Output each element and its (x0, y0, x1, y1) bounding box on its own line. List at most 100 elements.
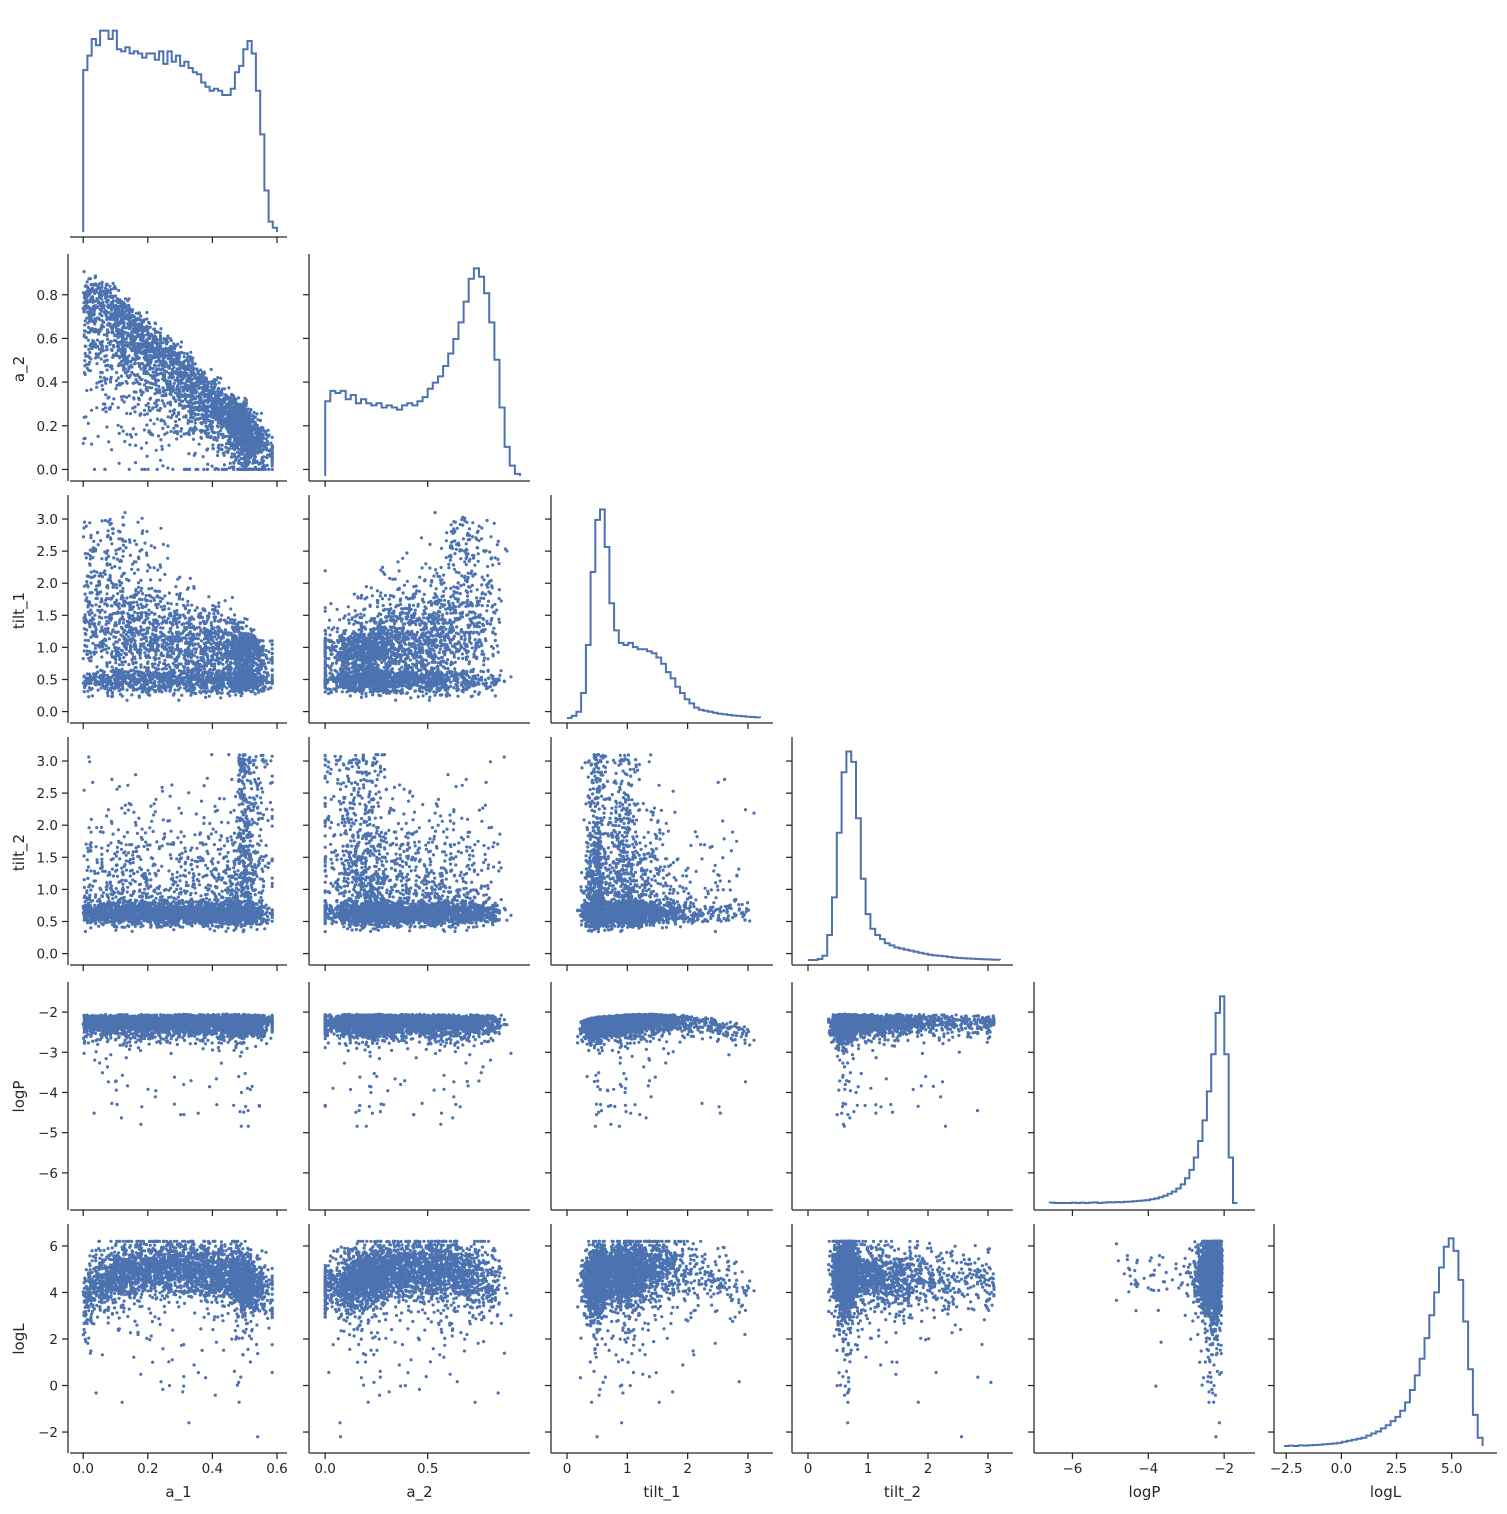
scatter-point (91, 308, 94, 311)
scatter-point (143, 383, 146, 386)
scatter-point (178, 353, 181, 356)
scatter-point (148, 679, 151, 682)
scatter-point (100, 357, 103, 360)
scatter-point (98, 302, 101, 305)
scatter-point (84, 415, 87, 418)
scatter-point (83, 296, 86, 299)
scatter-point (213, 438, 216, 441)
scatter-point (175, 368, 178, 371)
scatter-point (168, 591, 171, 594)
scatter-point (131, 322, 134, 325)
scatter-point (159, 407, 162, 410)
scatter-point (232, 426, 235, 429)
scatter-point (109, 324, 112, 327)
scatter-point (86, 280, 89, 283)
scatter-point (186, 400, 189, 403)
scatter-point (112, 282, 115, 285)
scatter-point (182, 415, 185, 418)
scatter-point (260, 439, 263, 442)
scatter-point (204, 405, 207, 408)
scatter-point (116, 324, 119, 327)
scatter-point (128, 394, 131, 397)
scatter-point (213, 386, 216, 389)
scatter-point (83, 333, 86, 336)
scatter-point (122, 631, 125, 634)
scatter-point (91, 339, 94, 342)
scatter-point (104, 610, 107, 613)
scatter-point (90, 571, 93, 574)
scatter-point (218, 381, 221, 384)
scatter-point (145, 333, 148, 336)
scatter-point (95, 588, 98, 591)
scatter-point (215, 406, 218, 409)
scatter-point (104, 295, 107, 298)
scatter-point (145, 350, 148, 353)
scatter-point (137, 557, 140, 560)
scatter-point (119, 329, 122, 332)
scatter-point (267, 434, 270, 437)
scatter-point (163, 433, 166, 436)
scatter-point (167, 351, 170, 354)
scatter-point (83, 323, 86, 326)
scatter-point (175, 415, 178, 418)
scatter-point (189, 577, 192, 580)
scatter-point (121, 663, 124, 666)
scatter-point (147, 563, 150, 566)
scatter-point (140, 362, 143, 365)
scatter-point (210, 624, 213, 627)
scatter-point (120, 317, 123, 320)
scatter-point (115, 352, 118, 355)
scatter-point (242, 457, 245, 460)
scatter-point (121, 348, 124, 351)
scatter-point (100, 307, 103, 310)
scatter-point (267, 650, 270, 653)
scatter-point (101, 388, 104, 391)
scatter-point (167, 444, 170, 447)
scatter-point (143, 409, 146, 412)
scatter-point (120, 341, 123, 344)
scatter-point (235, 431, 238, 434)
scatter-point (111, 655, 114, 658)
scatter-point (253, 411, 256, 414)
scatter-point (87, 339, 90, 342)
scatter-point (195, 406, 198, 409)
scatter-point (143, 468, 146, 471)
scatter-point (90, 314, 93, 317)
scatter-point (248, 434, 251, 437)
scatter-point (177, 411, 180, 414)
scatter-point (106, 563, 109, 566)
scatter-point (159, 327, 162, 330)
scatter-point (149, 367, 152, 370)
scatter-point (83, 685, 86, 688)
scatter-point (136, 380, 139, 383)
scatter-point (86, 311, 89, 314)
scatter-point (102, 325, 105, 328)
scatter-point (111, 665, 114, 668)
scatter-point (240, 448, 243, 451)
scatter-point (117, 406, 120, 409)
scatter-point (130, 568, 133, 571)
scatter-point (87, 287, 90, 290)
scatter-point (224, 629, 227, 632)
scatter-point (141, 529, 144, 532)
scatter-point (155, 388, 158, 391)
scatter-point (85, 293, 88, 296)
scatter-point (106, 338, 109, 341)
scatter-point (243, 412, 246, 415)
scatter-point (223, 399, 226, 402)
scatter-point (156, 409, 159, 412)
scatter-point (112, 324, 115, 327)
scatter-point (147, 406, 150, 409)
scatter-point (233, 438, 236, 441)
scatter-point (123, 511, 126, 514)
scatter-point (130, 693, 133, 696)
scatter-point (214, 653, 217, 656)
scatter-point (228, 396, 231, 399)
scatter-point (271, 464, 274, 467)
scatter-point (140, 598, 143, 601)
scatter-point (149, 397, 152, 400)
scatter-point (97, 435, 100, 438)
scatter-point (103, 360, 106, 363)
scatter-point (114, 387, 117, 390)
scatter-point (122, 430, 125, 433)
